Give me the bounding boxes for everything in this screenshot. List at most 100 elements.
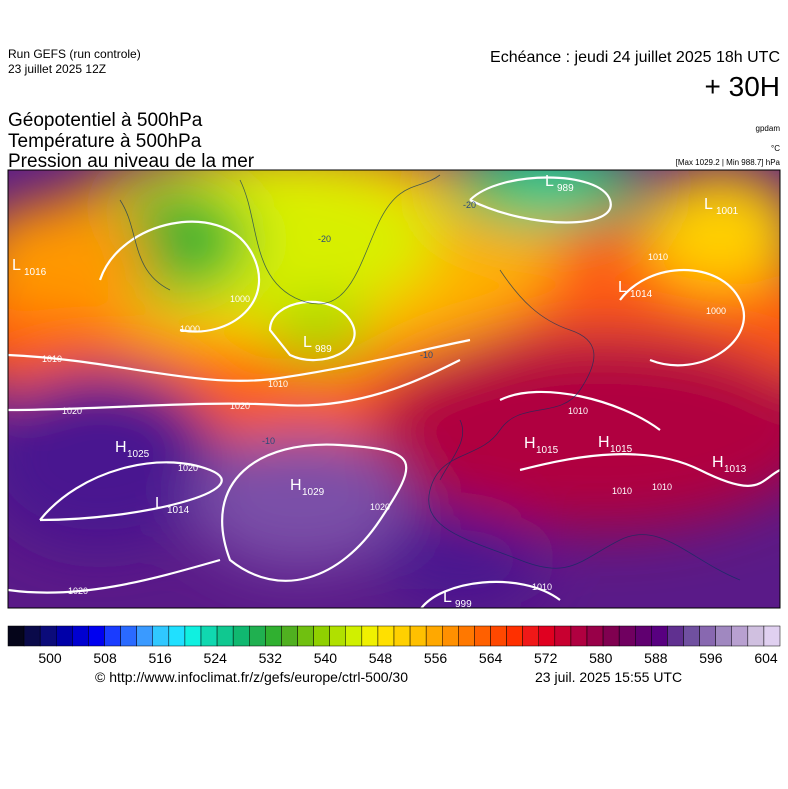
lead-time: + 30H: [705, 71, 781, 102]
colorbar-tick-label: 540: [314, 650, 338, 666]
colorbar-tick-label: 532: [259, 650, 283, 666]
colorbar-swatch: [56, 625, 73, 647]
pressure-center-symbol: L: [618, 279, 627, 296]
colorbar-tick-label: 500: [38, 650, 62, 666]
pressure-center-value: 1001: [716, 206, 739, 217]
pressure-center-value: 1014: [630, 289, 653, 300]
colorbar-swatch: [281, 625, 298, 647]
colorbar-swatch: [554, 625, 572, 647]
pressure-center-value: 1029: [302, 487, 325, 498]
pressure-center-value: 1025: [127, 449, 150, 460]
temperature-label: -20: [463, 200, 476, 210]
colorbar-swatch: [136, 625, 154, 647]
isobar-label: 1000: [230, 294, 250, 304]
run-date: 23 juillet 2025 12Z: [8, 62, 106, 76]
colorbar-swatch: [747, 625, 765, 647]
colorbar-swatch: [490, 625, 507, 647]
colorbar-swatch: [7, 625, 25, 647]
colorbar-tick-label: 596: [699, 650, 723, 666]
colorbar-swatch: [361, 625, 379, 647]
isobar-label: 1020: [370, 502, 390, 512]
colorbar-tick-label: 564: [479, 650, 503, 666]
colorbar-swatch: [168, 625, 186, 647]
colorbar-swatch: [216, 625, 234, 647]
colorbar-tick-label: 508: [93, 650, 117, 666]
source-url: © http://www.infoclimat.fr/z/gefs/europe…: [95, 669, 408, 685]
colorbar-swatch: [651, 625, 668, 647]
colorbar-swatch: [265, 625, 282, 647]
colorbar-tick-label: 604: [754, 650, 778, 666]
colorbar-tick-label: 548: [369, 650, 393, 666]
pressure-center-symbol: L: [303, 334, 312, 351]
pressure-center-value: 1013: [724, 464, 747, 475]
title-pressure: Pression au niveau de la mer: [8, 151, 255, 172]
colorbar-swatch: [474, 625, 491, 647]
title-temperature: Température à 500hPa: [8, 131, 202, 152]
colorbar-swatch: [39, 625, 57, 647]
isobar-label: 1010: [648, 252, 668, 262]
unit-pressure: [Max 1029.2 | Min 988.7] hPa: [676, 158, 781, 167]
colorbar-tick-label: 524: [204, 650, 228, 666]
colorbar-tick-label: 580: [589, 650, 613, 666]
colorbar-swatch: [232, 625, 250, 647]
colorbar-swatch: [442, 625, 459, 647]
colorbar-swatch: [586, 625, 604, 647]
colorbar-swatch: [618, 625, 636, 647]
colorbar-swatch: [72, 625, 89, 647]
isobar-label: 1000: [180, 324, 200, 334]
colorbar-swatch: [409, 625, 427, 647]
colorbar-swatch: [329, 625, 346, 647]
pressure-center-symbol: L: [443, 589, 452, 606]
isobar-label: 1020: [62, 406, 82, 416]
colorbar-swatch: [570, 625, 588, 647]
colorbar-swatch: [23, 625, 41, 647]
title-geopotential: Géopotentiel à 500hPa: [8, 110, 203, 131]
colorbar-swatch: [88, 625, 105, 647]
temperature-label: -20: [318, 234, 331, 244]
pressure-center-symbol: L: [12, 257, 21, 274]
run-label: Run GEFS (run controle): [8, 47, 141, 61]
colorbar-tick-label: 516: [148, 650, 172, 666]
colorbar-swatch: [425, 625, 443, 647]
colorbar-swatch: [699, 625, 716, 647]
generated-time: 23 juil. 2025 15:55 UTC: [535, 669, 682, 685]
unit-gpdam: gpdam: [756, 124, 781, 133]
pressure-center-symbol: H: [290, 477, 302, 494]
pressure-center-value: 1014: [167, 505, 190, 516]
isobar-label: 1000: [706, 306, 726, 316]
pressure-center-symbol: L: [155, 495, 164, 512]
isobar-label: 1010: [568, 406, 588, 416]
pressure-center-value: 1016: [24, 267, 47, 278]
colorbar-swatch: [152, 625, 170, 647]
colorbar-swatch: [377, 625, 395, 647]
unit-celsius: °C: [771, 144, 780, 153]
coastlines: [119, 174, 741, 581]
colorbar-swatch: [313, 625, 330, 647]
colorbar-swatch: [635, 625, 652, 647]
colorbar-swatch: [345, 625, 363, 647]
colorbar-swatch: [249, 625, 266, 647]
isobars: [8, 176, 780, 608]
colorbar-swatch: [184, 625, 202, 647]
pressure-center-symbol: H: [598, 434, 610, 451]
isobar-label: 1010: [268, 379, 288, 389]
forecast-time: Echéance : jeudi 24 juillet 2025 18h UTC: [490, 49, 780, 66]
pressure-center-symbol: H: [524, 435, 536, 452]
isobar-label: 1010: [532, 582, 552, 592]
pressure-center-value: 989: [557, 183, 574, 194]
temperature-label: -10: [420, 350, 433, 360]
colorbar-swatch: [538, 625, 556, 647]
isobar-label: 1020: [68, 586, 88, 596]
colorbar-swatch: [297, 625, 314, 647]
pressure-center-value: 989: [315, 344, 332, 355]
colorbar-swatch: [458, 625, 475, 647]
colorbar-swatch: [667, 625, 684, 647]
colorbar-swatch: [120, 625, 137, 647]
colorbar-swatch: [200, 625, 218, 647]
colorbar-swatch: [522, 625, 540, 647]
colorbar-swatch: [683, 625, 700, 647]
isobar-label: 1010: [42, 354, 62, 364]
colorbar-tick-label: 556: [424, 650, 448, 666]
